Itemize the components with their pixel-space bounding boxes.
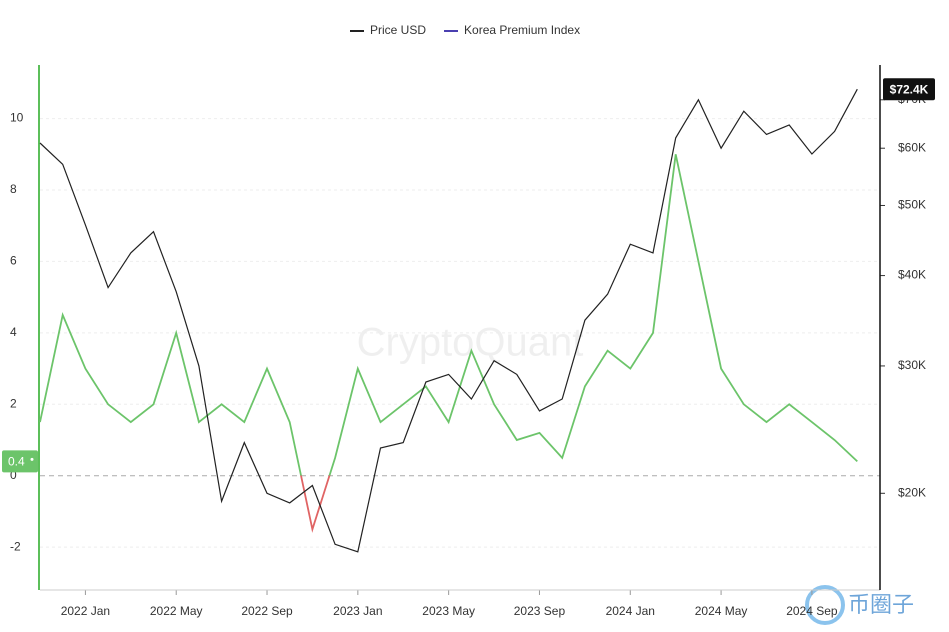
price-badge	[883, 78, 935, 101]
x-tick-label: 2024 Jan	[606, 604, 655, 618]
y-tick-label: 6	[10, 254, 17, 268]
y2-tick-label: $30K	[898, 358, 926, 372]
y-tick-label: 2	[10, 396, 17, 410]
x-tick-label: 2024 Sep	[786, 604, 838, 618]
series-line	[39, 88, 858, 553]
x-tick-label: 2024 May	[695, 604, 748, 618]
price-badge-label: $72.4K	[890, 82, 929, 96]
x-tick-label: 2022 Jan	[61, 604, 110, 618]
x-tick-label: 2022 Sep	[241, 604, 293, 618]
y2-tick-label: $60K	[898, 140, 926, 154]
y-tick-label: 10	[10, 111, 24, 125]
x-tick-label: 2023 Jan	[333, 604, 382, 618]
x-tick-label: 2022 May	[150, 604, 203, 618]
x-tick-label: 2023 May	[422, 604, 475, 618]
y2-tick-label: $50K	[898, 198, 926, 212]
premium-badge	[2, 450, 38, 473]
legend-label: Korea Premium Index	[464, 23, 580, 37]
logo-text: 币圈子	[848, 592, 914, 617]
logo-icon	[805, 585, 845, 625]
premium-badge-label: 0.4	[8, 455, 25, 469]
legend-label: Price USD	[370, 23, 426, 37]
y-tick-label: 4	[10, 325, 17, 339]
premium-badge-dot	[30, 457, 34, 461]
y-tick-label: -2	[10, 539, 21, 553]
series-line	[39, 154, 858, 533]
y2-tick-label: $20K	[898, 485, 926, 499]
x-tick-label: 2023 Sep	[514, 604, 566, 618]
y2-tick-label: $40K	[898, 268, 926, 282]
y-tick-label: 0	[10, 468, 17, 482]
y-tick-label: 8	[10, 182, 17, 196]
